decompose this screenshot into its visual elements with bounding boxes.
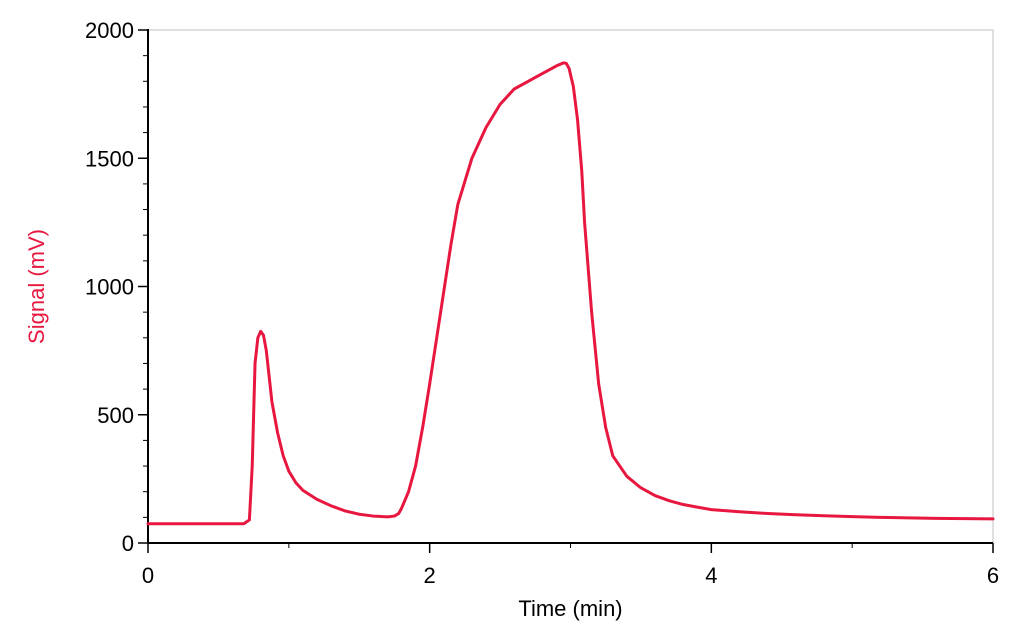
data-point [611,454,614,457]
data-point [907,516,910,519]
data-point [935,517,938,520]
data-point [316,498,319,501]
data-point [513,87,516,90]
data-point [400,507,403,510]
data-point [287,470,290,473]
data-point [242,522,245,525]
x-axis-title: Time (min) [518,596,622,621]
data-point [301,489,304,492]
data-point [294,481,297,484]
data-point [330,504,333,507]
data-point [572,85,575,88]
x-tick-label: 2 [424,563,436,588]
data-point [639,486,642,489]
data-point [541,72,544,75]
x-tick-label: 6 [987,563,999,588]
data-point [259,330,262,333]
y-tick-label: 500 [97,403,134,428]
y-tick-labels: 0 500 1000 1500 2000 [85,18,134,556]
data-point [147,522,150,525]
data-point [590,311,593,314]
data-point [625,475,628,478]
data-point [254,362,257,365]
data-point [597,382,600,385]
plot-frame [147,29,994,544]
data-point [710,508,713,511]
minor-ticks [143,55,853,548]
data-point [696,506,699,509]
data-point [344,509,347,512]
data-point [682,503,685,506]
data-point [794,513,797,516]
data-point [879,516,882,519]
data-point [256,336,259,339]
data-point [738,510,741,513]
data-point [421,426,424,429]
data-point [456,203,459,206]
data-point [562,61,565,64]
data-point [963,517,966,520]
y-tick-label: 0 [122,531,134,556]
data-point [428,382,431,385]
data-point [823,514,826,517]
data-point [231,522,234,525]
data-point [580,170,583,173]
data-point [276,431,279,434]
x-tick-label: 4 [705,563,717,588]
x-tick-labels: 0 2 4 6 [142,563,999,588]
x-tick-label: 0 [142,563,154,588]
data-point [576,118,579,121]
data-point [282,454,285,457]
data-point [372,515,375,518]
data-point [435,336,438,339]
data-point [766,512,769,515]
data-point [604,426,607,429]
data-point [407,490,410,493]
signal-line [146,61,995,526]
data-point [414,465,417,468]
data-point [397,512,400,515]
data-point [449,244,452,247]
major-ticks [138,29,994,553]
data-point [668,499,671,502]
y-tick-label: 1000 [85,275,134,300]
data-point [992,517,995,520]
data-point [386,515,389,518]
data-point [555,64,558,67]
data-point [470,157,473,160]
data-point [442,290,445,293]
data-point [189,522,192,525]
y-tick-label: 2000 [85,18,134,43]
data-point [358,513,361,516]
data-point [527,80,530,83]
data-point [251,465,254,468]
data-point [270,400,273,403]
data-point [583,221,586,224]
data-point [654,494,657,497]
data-point [565,62,568,65]
series-points [147,61,995,525]
data-point [265,349,268,352]
data-point [248,518,251,521]
data-point [485,126,488,129]
data-point [393,515,396,518]
data-point [568,67,571,70]
data-point [851,515,854,518]
data-point [268,375,271,378]
y-axis-title: Signal (mV) [24,229,49,344]
data-point [262,334,265,337]
y-tick-label: 1500 [85,146,134,171]
data-point [499,103,502,106]
